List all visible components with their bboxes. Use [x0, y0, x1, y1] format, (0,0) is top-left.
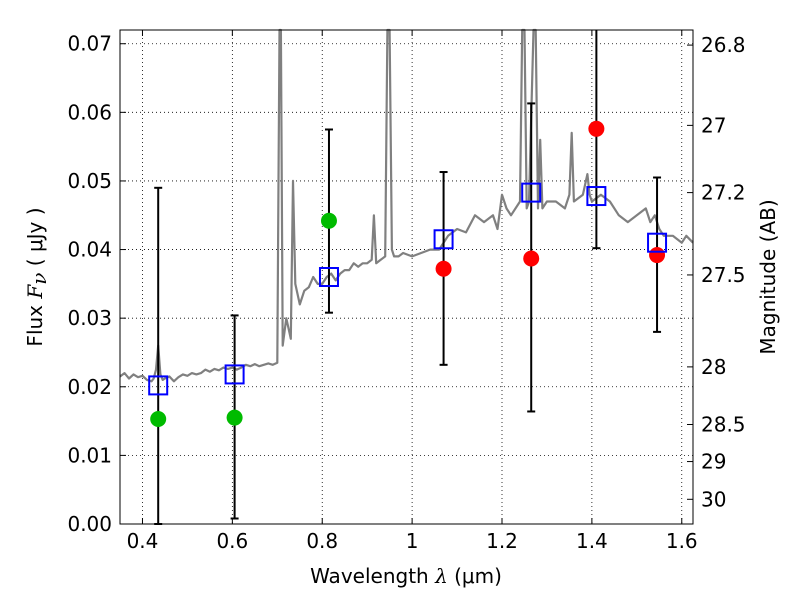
y2-tick-label: 30 — [701, 487, 726, 511]
model-points — [148, 182, 668, 396]
model-square — [433, 229, 454, 250]
spectrum-line — [119, 28, 694, 383]
flux-symbol: F — [23, 284, 47, 300]
x-tick-label: 1.2 — [486, 529, 518, 553]
model-square — [586, 186, 607, 207]
observed-point — [588, 120, 605, 137]
y2-tick-label: 28.5 — [701, 413, 746, 437]
y-tick-label: 0.07 — [67, 32, 112, 56]
model-square — [318, 267, 339, 287]
model-square — [647, 232, 668, 253]
x-ticks: 0.4 0.6 0.8 1 1.2 1.4 1.6 — [127, 30, 698, 553]
x-tick-label: 1 — [406, 529, 419, 553]
y2-tick-label: 26.8 — [701, 33, 746, 57]
y2-tick-label: 27 — [701, 113, 726, 137]
model-square — [224, 364, 245, 385]
y-tick-label: 0.02 — [67, 375, 112, 399]
model-square — [521, 182, 542, 203]
observed-point — [435, 260, 452, 277]
gridlines — [120, 30, 693, 525]
spectrum-series — [119, 28, 694, 383]
y-tick-label: 0.04 — [67, 238, 112, 262]
y2-tick-label: 27.2 — [701, 181, 746, 205]
observed-points — [150, 120, 666, 428]
model-square — [148, 375, 169, 396]
x-tick-label: 0.6 — [216, 529, 248, 553]
y2-tick-label: 27.5 — [701, 263, 746, 287]
error-bars — [154, 30, 662, 525]
x-tick-label: 0.8 — [306, 529, 338, 553]
x-tick-label: 1.6 — [666, 529, 698, 553]
y-tick-label: 0.03 — [67, 306, 112, 330]
y-tick-label: 0.06 — [67, 100, 112, 124]
observed-point — [649, 247, 666, 264]
observed-point — [523, 250, 540, 267]
x-tick-label: 1.4 — [576, 529, 608, 553]
x-axis-label: Wavelength λ (μm) — [310, 564, 502, 588]
plot-frame — [119, 29, 694, 525]
y2-tick-label: 29 — [701, 450, 726, 474]
observed-point — [150, 411, 167, 428]
y-axis-label: Flux Fν ( μJy ) — [23, 207, 51, 346]
y2-axis-label: Magnitude (AB) — [756, 199, 780, 354]
y-tick-label: 0.00 — [67, 512, 112, 536]
x-tick-label: 0.4 — [127, 529, 159, 553]
observed-point — [320, 212, 337, 229]
y-ticks: 0.00 0.01 0.02 0.03 0.04 0.05 0.06 0.07 — [67, 32, 126, 536]
y-tick-label: 0.05 — [67, 169, 112, 193]
lambda-symbol: λ — [434, 564, 448, 588]
y2-tick-label: 28 — [701, 355, 726, 379]
y-tick-label: 0.01 — [67, 443, 112, 467]
nu-subscript: ν — [27, 273, 51, 285]
y2-ticks: 26.8 27 27.2 27.5 28 28.5 29 30 — [687, 33, 746, 511]
observed-point — [226, 409, 243, 426]
